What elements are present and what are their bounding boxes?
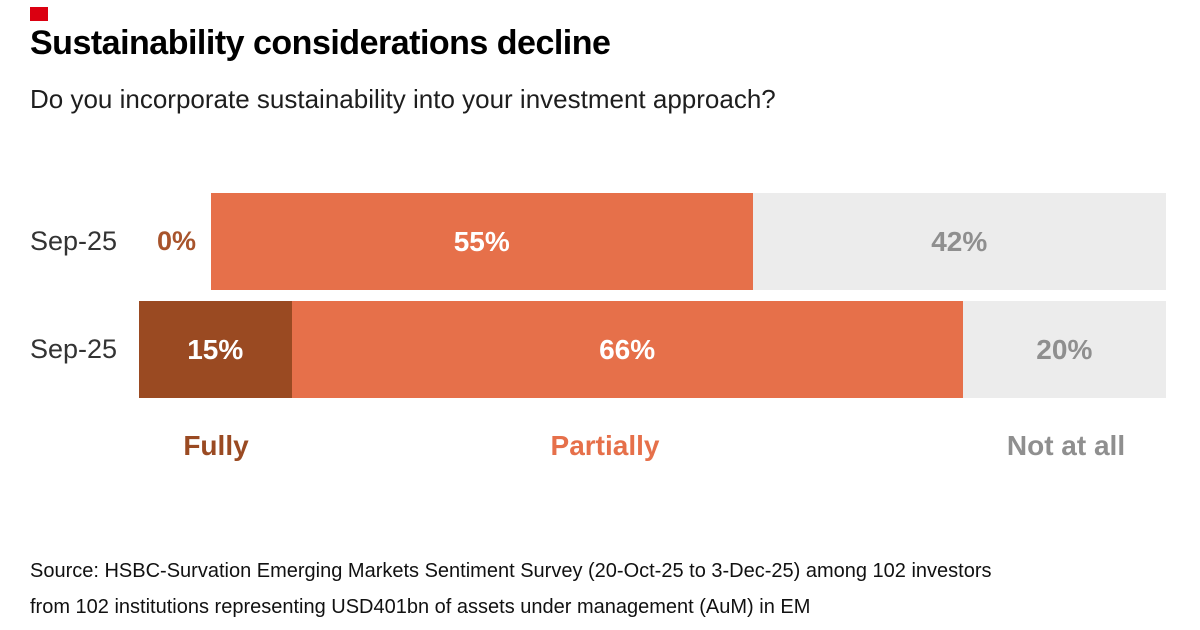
segment-value-label: 15% <box>187 333 244 365</box>
bar-track: 55% 42% <box>211 193 1166 290</box>
row-period-label: Sep-25 <box>30 334 118 364</box>
legend-item-fully: Fully <box>183 430 249 461</box>
bar-segment-partially: 66% <box>291 301 963 398</box>
bar-track-area: 0% 55% 42% <box>139 193 1166 290</box>
bar-segment-not-at-all: 42% <box>752 193 1166 290</box>
zero-value-label: 0% <box>156 226 196 256</box>
stacked-bar-chart: Sep-25 0% 55% 42% Sep-25 15% 66% 20% <box>0 193 1200 409</box>
segment-value-label: 55% <box>453 225 510 257</box>
source-line-2: from 102 institutions representing USD40… <box>30 596 811 618</box>
segment-value-label: 66% <box>599 333 656 365</box>
legend-item-partially: Partially <box>550 430 660 461</box>
chart-legend: Fully Partially Not at all <box>0 426 1200 468</box>
bar-segment-partially: 55% <box>211 193 753 290</box>
bar-row: Sep-25 15% 66% 20% <box>0 301 1200 398</box>
bar-track-area: 15% 66% 20% <box>139 301 1166 398</box>
bar-segment-fully: 15% <box>139 301 292 398</box>
legend-item-not-at-all: Not at all <box>1006 430 1126 461</box>
bar-row: Sep-25 0% 55% 42% <box>0 193 1200 290</box>
chart-subtitle-question: Do you incorporate sustainability into y… <box>30 84 776 114</box>
source-note: Source: HSBC-Survation Emerging Markets … <box>30 553 992 625</box>
source-line-1: Source: HSBC-Survation Emerging Markets … <box>30 560 992 582</box>
hsbc-red-square-icon <box>30 7 48 21</box>
bar-track: 15% 66% 20% <box>139 301 1166 398</box>
page-title: Sustainability considerations decline <box>30 24 611 62</box>
segment-value-label: 20% <box>1036 333 1093 365</box>
bar-segment-not-at-all: 20% <box>962 301 1166 398</box>
segment-value-label: 42% <box>931 225 988 257</box>
row-period-label: Sep-25 <box>30 226 118 256</box>
